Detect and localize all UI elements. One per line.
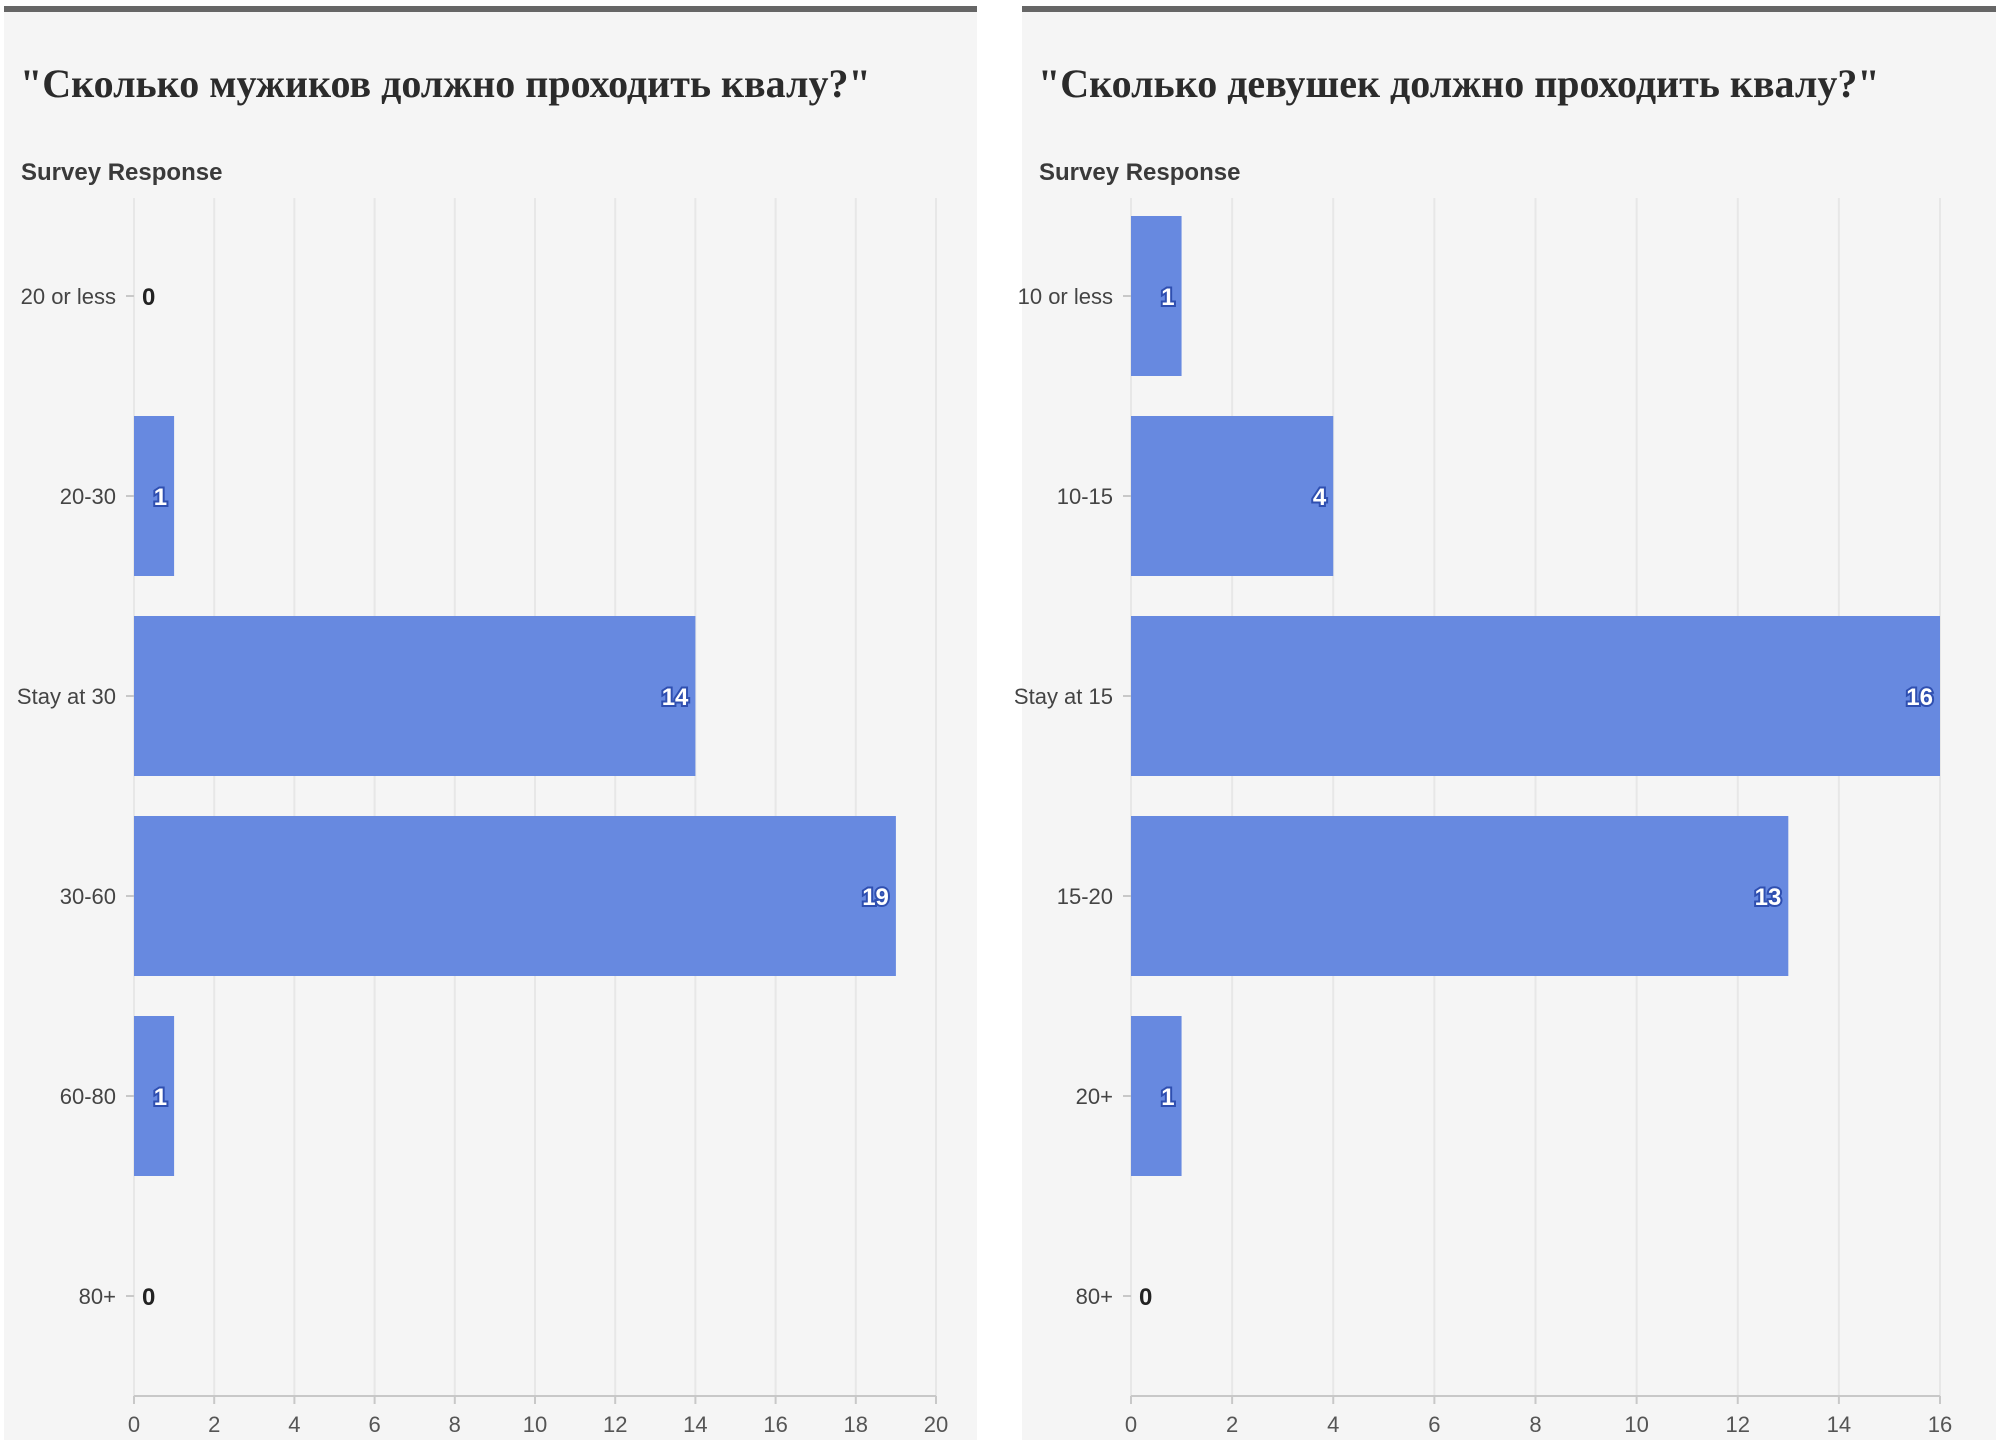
- x-tick-label: 18: [844, 1412, 868, 1437]
- x-tick-label: 4: [1327, 1412, 1339, 1437]
- chart-panel-women: "Сколько девушек должно проходить квалу?…: [1014, 6, 1996, 1440]
- x-tick-label: 8: [1529, 1412, 1541, 1437]
- category-label: 15-20: [1057, 884, 1113, 909]
- bar: [1131, 1016, 1182, 1176]
- category-label: Stay at 15: [1014, 684, 1113, 709]
- x-tick-label: 0: [128, 1412, 140, 1437]
- bar-value-label: 13: [1755, 884, 1782, 911]
- category-label: 20+: [1076, 1084, 1113, 1109]
- bar: [1131, 616, 1940, 776]
- bar-value-label: 19: [862, 884, 889, 911]
- bar-value-label: 16: [1906, 684, 1933, 711]
- x-tick-label: 16: [1928, 1412, 1952, 1437]
- x-tick-label: 8: [449, 1412, 461, 1437]
- bar-value-label: 0: [142, 284, 155, 311]
- x-tick-label: 20: [924, 1412, 948, 1437]
- bar-value-label: 1: [154, 484, 167, 511]
- category-label: Stay at 30: [17, 684, 116, 709]
- bar: [1131, 216, 1182, 376]
- category-label: 20-30: [60, 484, 116, 509]
- bar: [1131, 416, 1334, 576]
- bar-value-label: 0: [1139, 1284, 1152, 1311]
- x-tick-label: 12: [603, 1412, 627, 1437]
- bar-value-label: 1: [1161, 1084, 1174, 1111]
- category-label: 20 or less: [21, 284, 116, 309]
- y-axis-label: Survey Response: [1039, 159, 1241, 186]
- bar: [1131, 816, 1789, 976]
- x-tick-label: 10: [523, 1412, 547, 1437]
- chart-title: "Сколько мужиков должно проходить квалу?…: [20, 61, 871, 106]
- x-tick-label: 6: [1428, 1412, 1440, 1437]
- x-tick-label: 2: [1226, 1412, 1238, 1437]
- category-label: 10 or less: [1018, 284, 1113, 309]
- bar: [134, 816, 896, 976]
- category-label: 30-60: [60, 884, 116, 909]
- x-tick-label: 14: [683, 1412, 707, 1437]
- x-tick-label: 16: [763, 1412, 787, 1437]
- bar-value-label: 4: [1313, 484, 1327, 511]
- category-label: 60-80: [60, 1084, 116, 1109]
- chart-title: "Сколько девушек должно проходить квалу?…: [1038, 61, 1880, 106]
- y-axis-label: Survey Response: [21, 159, 223, 186]
- x-tick-label: 6: [368, 1412, 380, 1437]
- bar: [134, 416, 175, 576]
- category-label: 10-15: [1057, 484, 1113, 509]
- bar-value-label: 1: [154, 1084, 167, 1111]
- chart-panel-men: "Сколько мужиков должно проходить квалу?…: [4, 6, 977, 1440]
- bar: [134, 1016, 175, 1176]
- x-tick-label: 12: [1726, 1412, 1750, 1437]
- bar-value-label: 0: [142, 1284, 155, 1311]
- category-label: 80+: [1076, 1284, 1113, 1309]
- x-tick-label: 4: [288, 1412, 300, 1437]
- bar: [134, 616, 696, 776]
- x-tick-label: 2: [208, 1412, 220, 1437]
- bar-value-label: 14: [662, 684, 689, 711]
- bar-value-label: 1: [1161, 284, 1174, 311]
- category-label: 80+: [79, 1284, 116, 1309]
- x-tick-label: 14: [1827, 1412, 1851, 1437]
- x-tick-label: 10: [1624, 1412, 1648, 1437]
- x-tick-label: 0: [1125, 1412, 1137, 1437]
